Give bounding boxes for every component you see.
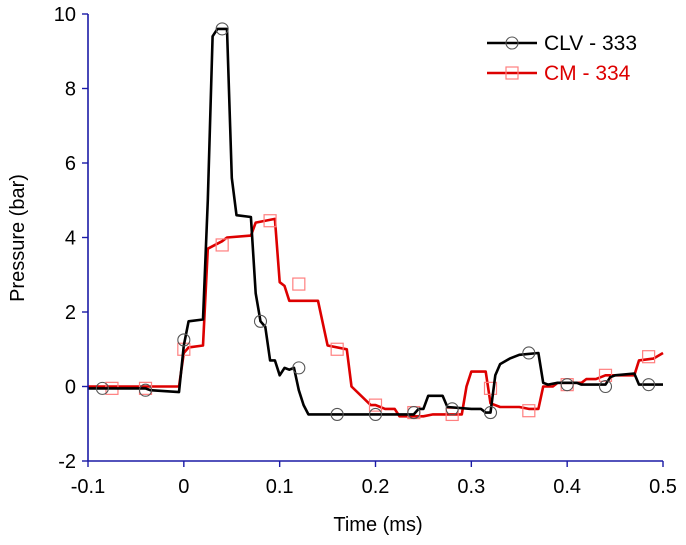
- x-tick-label: 0.5: [649, 476, 677, 498]
- x-ticks: -0.1 0 0.1 0.2 0.3 0.4 0.5: [71, 461, 677, 498]
- x-tick-label: 0.1: [266, 476, 294, 498]
- data-point: [642, 378, 656, 392]
- legend-marker: [505, 36, 519, 50]
- data-point: [642, 350, 656, 364]
- legend-marker: [505, 66, 519, 80]
- data-point: [368, 398, 383, 412]
- x-tick-label: -0.1: [71, 476, 105, 498]
- data-point: [598, 368, 613, 382]
- y-tick-label: -2: [58, 451, 76, 473]
- y-axis-title: Pressure (bar): [7, 174, 29, 302]
- series-cm-334: [88, 214, 664, 422]
- data-point: [522, 346, 536, 360]
- data-point: [292, 361, 306, 375]
- x-axis-title: Time (ms): [333, 514, 422, 536]
- data-point: [292, 277, 306, 291]
- y-tick-label: 10: [54, 4, 76, 26]
- legend: CLV - 333 CM - 334: [487, 32, 637, 85]
- legend-label: CM - 334: [544, 62, 631, 85]
- data-point: [560, 378, 574, 392]
- x-tick-label: 0.4: [553, 476, 581, 498]
- x-tick-label: 0.3: [457, 476, 485, 498]
- y-tick-label: 6: [65, 153, 76, 175]
- data-point: [522, 404, 536, 418]
- data-point: [177, 333, 191, 347]
- legend-label: CLV - 333: [544, 32, 637, 55]
- y-tick-label: 4: [65, 228, 76, 250]
- data-point: [407, 406, 421, 420]
- y-tick-label: 2: [65, 302, 76, 324]
- series-line: [88, 217, 664, 418]
- data-point: [598, 379, 613, 394]
- x-tick-label: 0.2: [362, 476, 390, 498]
- legend-entry: CM - 334: [487, 62, 631, 85]
- data-point: [368, 407, 383, 421]
- plot-area: -0.1 0 0.1 0.2 0.3 0.4 0.5 -2 0 2 4 6 8 10: [54, 4, 677, 498]
- y-tick-label: 8: [65, 79, 76, 101]
- y-tick-label: 0: [65, 377, 76, 399]
- series-layer: [88, 22, 664, 422]
- data-point: [138, 383, 153, 397]
- legend-entry: CLV - 333: [487, 32, 637, 55]
- data-point: [95, 381, 109, 395]
- x-tick-label: 0: [178, 476, 189, 498]
- series-clv-333: [88, 22, 663, 421]
- data-point: [445, 402, 459, 416]
- data-point: [215, 238, 229, 252]
- data-point: [330, 342, 344, 356]
- data-point: [483, 381, 498, 395]
- data-point: [253, 314, 268, 328]
- y-ticks: -2 0 2 4 6 8 10: [54, 4, 88, 473]
- data-point: [483, 406, 498, 420]
- series-line: [88, 27, 663, 416]
- data-point: [330, 407, 344, 421]
- data-point: [263, 214, 277, 228]
- data-point: [215, 22, 229, 36]
